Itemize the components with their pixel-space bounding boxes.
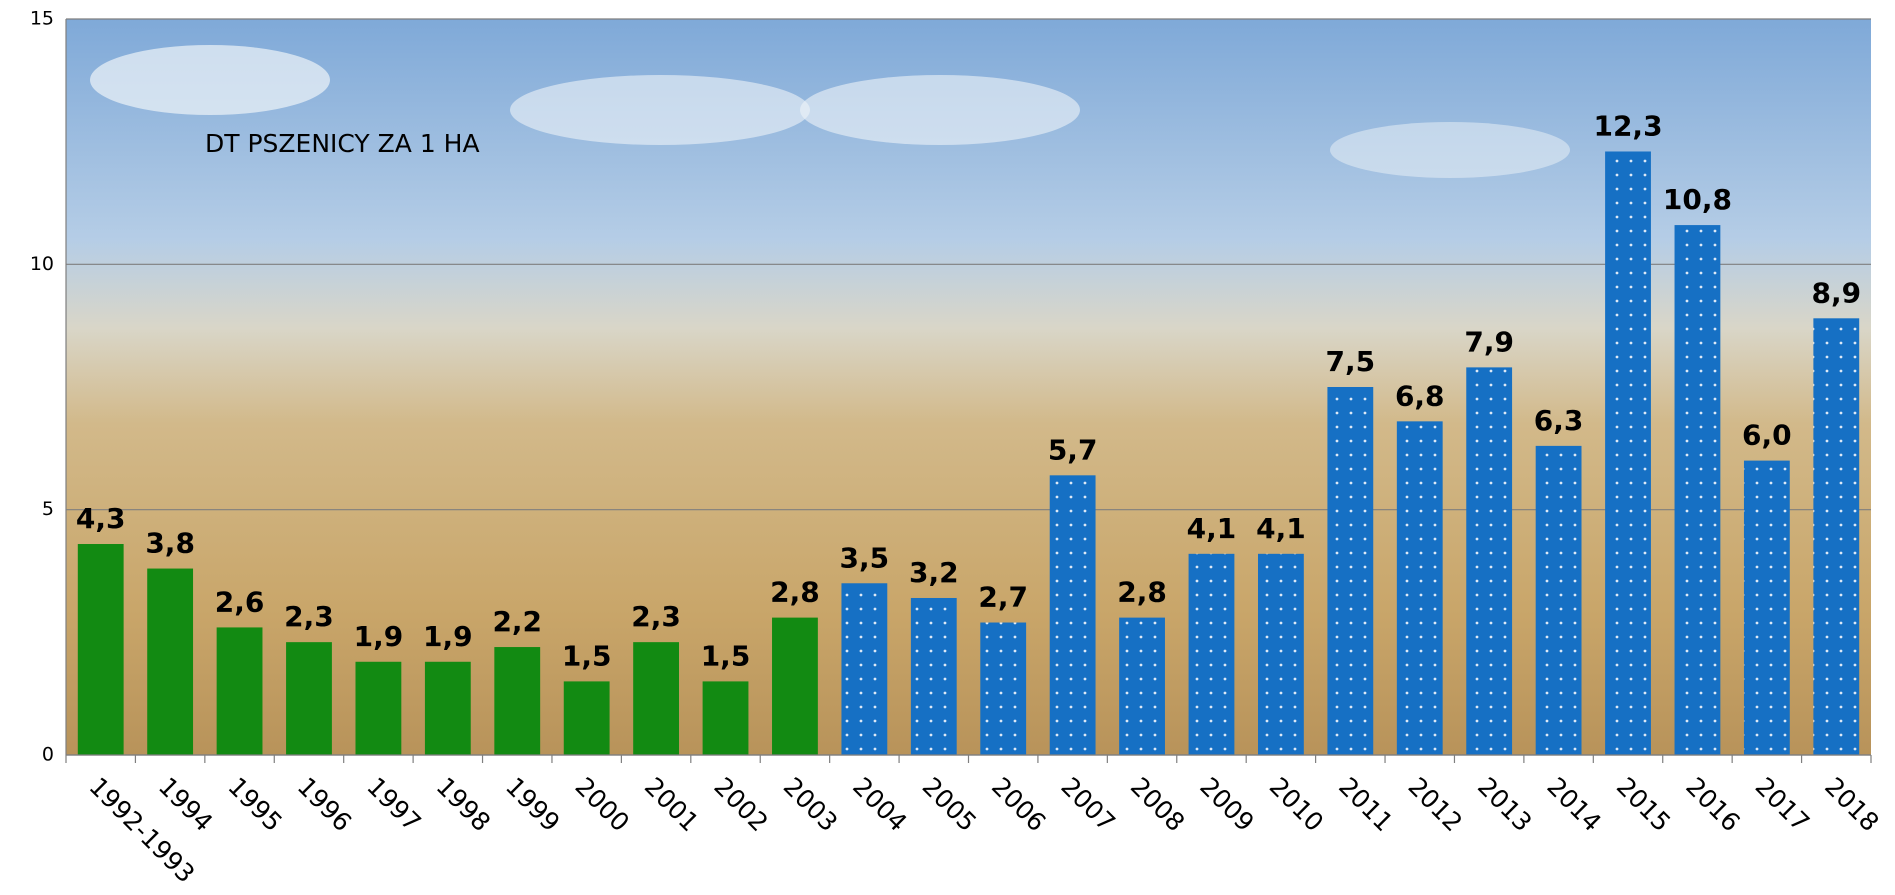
x-tick-label: 2010 <box>1264 772 1329 837</box>
value-label: 1,5 <box>701 639 751 672</box>
x-tick-label: 2014 <box>1541 772 1606 837</box>
value-label: 5,7 <box>1048 433 1098 466</box>
x-tick-label: 2011 <box>1333 772 1398 837</box>
bar <box>563 681 610 755</box>
bar <box>1188 553 1235 755</box>
value-label: 1,9 <box>423 620 473 653</box>
cloud <box>90 45 330 115</box>
value-label: 2,3 <box>631 600 681 633</box>
x-tick-label: 1996 <box>292 772 357 837</box>
y-tick-label: 10 <box>30 253 54 275</box>
x-tick-label: 2008 <box>1125 772 1190 837</box>
bar <box>1605 151 1651 756</box>
bar <box>841 583 888 755</box>
value-label: 4,1 <box>1187 512 1237 545</box>
bar <box>1257 553 1304 755</box>
bar <box>910 597 957 755</box>
value-label: 8,9 <box>1811 276 1861 309</box>
x-tick-label: 2001 <box>639 772 704 837</box>
bar <box>633 642 680 755</box>
value-label: 12,3 <box>1593 109 1662 142</box>
value-label: 1,5 <box>562 639 612 672</box>
bar <box>1396 421 1443 755</box>
x-tick-label: 2015 <box>1611 772 1676 837</box>
chart-title: DT PSZENICY ZA 1 HA <box>205 129 480 158</box>
value-label: 2,7 <box>978 581 1028 614</box>
x-tick-label: 1994 <box>153 772 218 837</box>
value-label: 6,3 <box>1534 404 1584 437</box>
x-tick-label: 2012 <box>1403 772 1468 837</box>
x-tick-label: 2018 <box>1819 772 1884 837</box>
cloud <box>800 75 1080 145</box>
value-label: 6,0 <box>1742 419 1792 452</box>
bar <box>772 617 818 755</box>
bar <box>216 627 263 755</box>
x-tick-label: 1999 <box>500 772 565 837</box>
value-label: 3,8 <box>145 527 195 560</box>
value-label: 2,2 <box>492 605 542 638</box>
value-label: 2,8 <box>770 576 820 609</box>
bar <box>1049 475 1096 755</box>
value-label: 1,9 <box>354 620 404 653</box>
value-label: 7,9 <box>1464 325 1514 358</box>
x-tick-label: 2004 <box>847 772 912 837</box>
bar <box>980 622 1027 755</box>
x-tick-label: 2016 <box>1680 772 1745 837</box>
x-tick-label: 1995 <box>222 772 287 837</box>
x-tick-label: 1998 <box>431 772 496 837</box>
bar <box>702 681 749 755</box>
x-tick-label: 2003 <box>778 772 843 837</box>
value-label: 4,1 <box>1256 512 1306 545</box>
x-tick-label: 2017 <box>1750 772 1815 837</box>
bar <box>286 642 332 755</box>
bar <box>424 661 471 755</box>
value-label: 2,8 <box>1117 576 1167 609</box>
x-tick-label: 2005 <box>917 772 982 837</box>
value-label: 2,6 <box>215 585 265 618</box>
bar <box>1674 225 1721 755</box>
bar <box>1119 617 1165 755</box>
bar <box>494 647 541 755</box>
cloud <box>1330 122 1570 178</box>
bar <box>1813 318 1860 755</box>
value-label: 3,5 <box>840 541 890 574</box>
cloud <box>510 75 810 145</box>
x-tick-label: 2006 <box>986 772 1051 837</box>
x-tick-label: 2000 <box>569 772 634 837</box>
x-tick-label: 2013 <box>1472 772 1537 837</box>
y-tick-label: 5 <box>42 498 54 520</box>
x-tick-label: 2009 <box>1194 772 1259 837</box>
value-label: 7,5 <box>1326 345 1376 378</box>
x-tick-label: 2007 <box>1055 772 1120 837</box>
y-tick-label: 15 <box>30 8 54 30</box>
bar <box>147 568 194 755</box>
bar <box>1327 387 1374 755</box>
bar <box>1466 367 1513 755</box>
bar <box>1743 460 1790 755</box>
value-label: 10,8 <box>1663 183 1732 216</box>
bar <box>77 544 124 755</box>
bar <box>355 661 402 755</box>
x-tick-label: 2002 <box>708 772 773 837</box>
value-label: 4,3 <box>76 502 126 535</box>
x-tick-label: 1997 <box>361 772 426 837</box>
value-label: 6,8 <box>1395 379 1445 412</box>
value-label: 3,2 <box>909 556 959 589</box>
bar <box>1535 445 1582 755</box>
value-label: 2,3 <box>284 600 334 633</box>
y-tick-label: 0 <box>42 744 54 766</box>
